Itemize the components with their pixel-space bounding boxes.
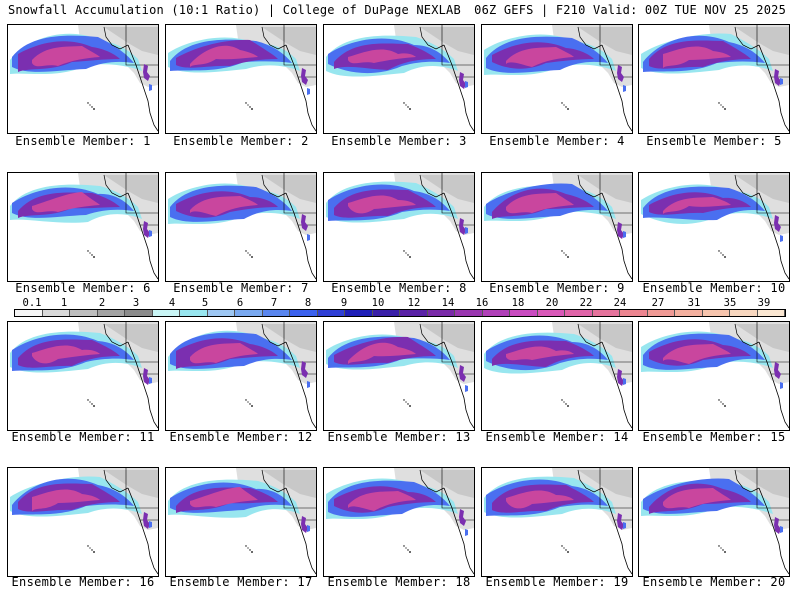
legend-swatch <box>565 310 593 316</box>
legend-label: 2 <box>98 297 106 309</box>
legend-swatch <box>345 310 373 316</box>
ensemble-map-3 <box>323 24 475 134</box>
legend-swatch <box>317 310 345 316</box>
legend-swatch <box>125 310 153 316</box>
legend-swatch <box>620 310 648 316</box>
legend-labels: 0.1 1 2 3 4 5 6 7 8 9 10 12 14 16 18 20 22 24 27 31 35 39 <box>14 297 786 309</box>
ensemble-member-label: Ensemble Member: 12 <box>169 430 313 444</box>
legend-swatch <box>97 310 125 316</box>
ensemble-member-label: Ensemble Member: 16 <box>11 575 155 589</box>
legend-swatch <box>290 310 318 316</box>
ensemble-member-label: Ensemble Member: 14 <box>485 430 629 444</box>
ensemble-map-5 <box>638 24 790 134</box>
ensemble-map-17 <box>165 467 317 577</box>
legend-label: 35 <box>723 297 737 309</box>
legend-label: 31 <box>687 297 701 309</box>
legend-label: 1 <box>60 297 68 309</box>
legend-swatch <box>757 310 785 316</box>
legend-swatch <box>70 310 98 316</box>
ensemble-member-label: Ensemble Member: 10 <box>642 281 786 295</box>
ensemble-map-16 <box>7 467 159 577</box>
legend-label: 6 <box>236 297 244 309</box>
ensemble-member-label: Ensemble Member: 6 <box>15 281 151 295</box>
ensemble-map-11 <box>7 321 159 431</box>
ensemble-map-19 <box>481 467 633 577</box>
legend-swatch <box>235 310 263 316</box>
legend-swatch <box>592 310 620 316</box>
ensemble-map-6 <box>7 172 159 282</box>
ensemble-member-label: Ensemble Member: 5 <box>646 134 782 148</box>
legend-swatch <box>482 310 510 316</box>
legend-label: 5 <box>201 297 209 309</box>
ensemble-map-1 <box>7 24 159 134</box>
ensemble-member-label: Ensemble Member: 1 <box>15 134 151 148</box>
ensemble-member-label: Ensemble Member: 17 <box>169 575 313 589</box>
legend-swatch <box>207 310 235 316</box>
ensemble-member-label: Ensemble Member: 2 <box>173 134 309 148</box>
legend-label: 14 <box>441 297 455 309</box>
ensemble-map-7 <box>165 172 317 282</box>
ensemble-map-14 <box>481 321 633 431</box>
legend-label: 8 <box>304 297 312 309</box>
legend-swatch <box>675 310 703 316</box>
ensemble-map-4 <box>481 24 633 134</box>
ensemble-map-18 <box>323 467 475 577</box>
legend-swatch <box>702 310 730 316</box>
ensemble-member-label: Ensemble Member: 4 <box>489 134 625 148</box>
legend-label: 0.1 <box>22 297 42 309</box>
legend-label: 3 <box>132 297 140 309</box>
ensemble-member-label: Ensemble Member: 7 <box>173 281 309 295</box>
legend-label: 18 <box>511 297 525 309</box>
legend-swatch <box>510 310 538 316</box>
legend-swatch <box>180 310 208 316</box>
legend-swatch <box>152 310 180 316</box>
title-left: Snowfall Accumulation (10:1 Ratio) | Col… <box>8 3 461 17</box>
legend-label: 39 <box>757 297 771 309</box>
legend-color-bar <box>14 309 786 317</box>
ensemble-map-2 <box>165 24 317 134</box>
ensemble-map-9 <box>481 172 633 282</box>
ensemble-map-8 <box>323 172 475 282</box>
legend-label: 20 <box>545 297 559 309</box>
legend-swatch <box>537 310 565 316</box>
ensemble-member-label: Ensemble Member: 19 <box>485 575 629 589</box>
ensemble-map-10 <box>638 172 790 282</box>
legend-swatch <box>262 310 290 316</box>
legend-swatch <box>647 310 675 316</box>
legend-label: 12 <box>407 297 421 309</box>
ensemble-member-label: Ensemble Member: 18 <box>327 575 471 589</box>
legend-swatch <box>730 310 758 316</box>
legend-swatch <box>455 310 483 316</box>
legend-label: 24 <box>613 297 627 309</box>
ensemble-map-12 <box>165 321 317 431</box>
legend-label: 9 <box>340 297 348 309</box>
ensemble-member-label: Ensemble Member: 8 <box>331 281 467 295</box>
ensemble-map-20 <box>638 467 790 577</box>
legend-swatch <box>372 310 400 316</box>
legend-label: 16 <box>475 297 489 309</box>
legend-label: 10 <box>371 297 385 309</box>
ensemble-member-label: Ensemble Member: 15 <box>642 430 786 444</box>
legend-label: 22 <box>579 297 593 309</box>
legend-swatch <box>42 310 70 316</box>
ensemble-map-15 <box>638 321 790 431</box>
legend-swatch <box>400 310 428 316</box>
title-right: 06Z GEFS | F210 Valid: 00Z TUE NOV 25 20… <box>474 3 786 17</box>
legend-swatch <box>427 310 455 316</box>
ensemble-member-label: Ensemble Member: 13 <box>327 430 471 444</box>
legend-label: 27 <box>651 297 665 309</box>
ensemble-member-label: Ensemble Member: 9 <box>489 281 625 295</box>
ensemble-member-label: Ensemble Member: 11 <box>11 430 155 444</box>
ensemble-map-13 <box>323 321 475 431</box>
legend-swatch <box>15 310 43 316</box>
ensemble-member-label: Ensemble Member: 3 <box>331 134 467 148</box>
legend-label: 7 <box>270 297 278 309</box>
legend-label: 4 <box>168 297 176 309</box>
ensemble-member-label: Ensemble Member: 20 <box>642 575 786 589</box>
